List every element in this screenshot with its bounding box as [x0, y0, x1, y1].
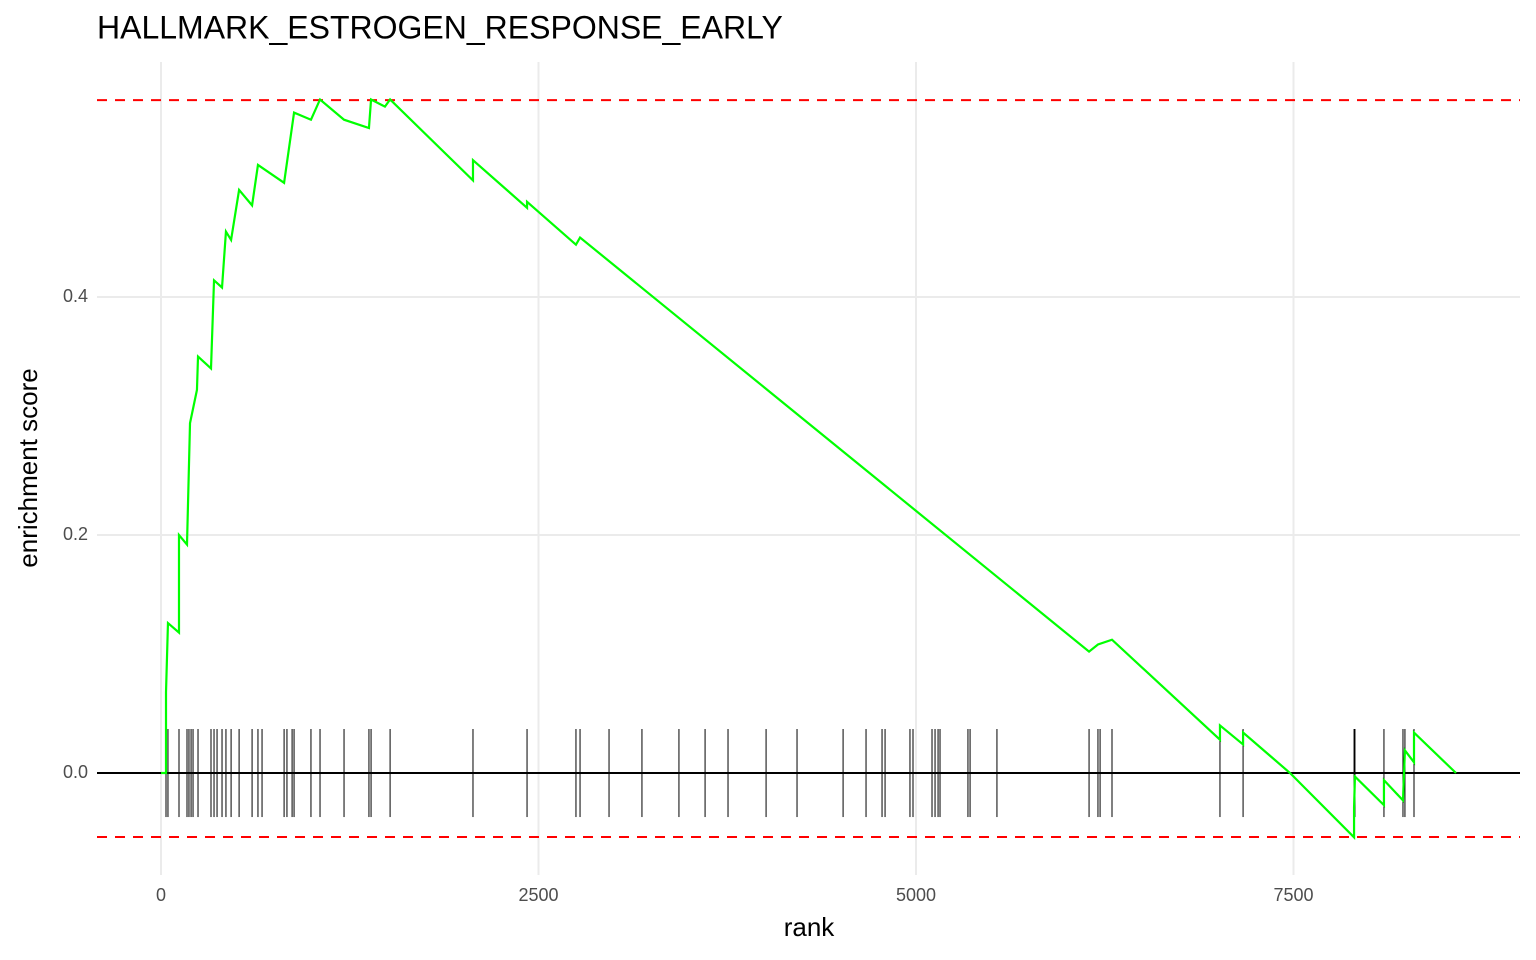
y-tick-label: 0.2	[63, 524, 88, 544]
x-tick-label: 5000	[896, 885, 936, 905]
y-axis-title: enrichment score	[13, 368, 43, 567]
x-tick-label: 0	[156, 885, 166, 905]
x-tick-label: 2500	[518, 885, 558, 905]
y-tick-label: 0.4	[63, 286, 88, 306]
y-tick-label: 0.0	[63, 762, 88, 782]
x-tick-label: 7500	[1273, 885, 1313, 905]
chart-title: HALLMARK_ESTROGEN_RESPONSE_EARLY	[97, 9, 783, 45]
x-axis-title: rank	[784, 912, 836, 942]
enrichment-line	[161, 97, 1457, 840]
